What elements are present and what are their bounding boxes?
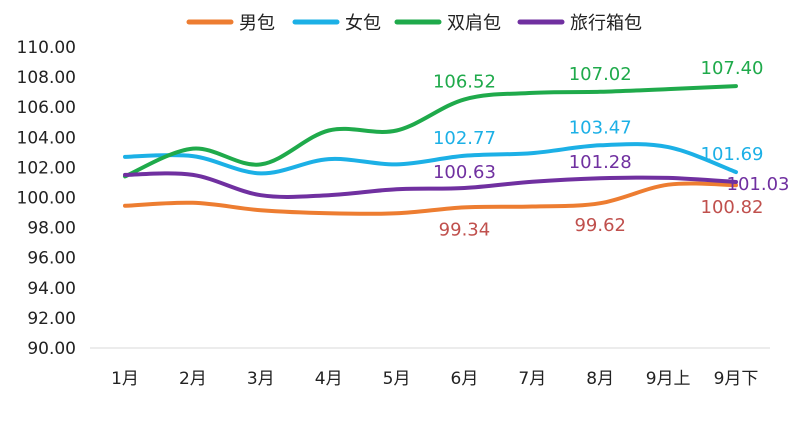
y-tick-label: 92.00 xyxy=(27,309,76,329)
data-labels: 99.34 99.62 100.82 102.77 103.47 101.69 106.52… xyxy=(433,58,790,240)
data-label: 100.63 xyxy=(433,162,496,183)
data-label: 100.82 xyxy=(701,197,764,218)
x-tick-label: 1月 xyxy=(111,369,139,389)
y-axis: 110.00 108.00 106.00 104.00 102.00 100.00 98.0… xyxy=(17,38,76,359)
data-label: 101.69 xyxy=(701,144,764,165)
data-label: 106.52 xyxy=(433,71,496,92)
series-line-3 xyxy=(123,171,738,199)
legend-label: 双肩包 xyxy=(447,13,501,34)
data-label: 107.02 xyxy=(569,64,632,85)
y-tick-label: 100.00 xyxy=(17,189,76,209)
data-label: 99.62 xyxy=(574,215,626,236)
x-tick-label: 8月 xyxy=(586,369,614,389)
x-axis: 1月 2月 3月 4月 5月 6月 7月 8月 9月上 9月下 xyxy=(111,369,758,389)
series-line-2 xyxy=(123,84,738,179)
data-label: 103.47 xyxy=(569,117,632,138)
x-tick-label: 5月 xyxy=(383,369,411,389)
data-label: 101.28 xyxy=(569,152,632,173)
series-line-0 xyxy=(123,181,738,216)
y-tick-label: 104.00 xyxy=(17,128,76,148)
y-tick-label: 94.00 xyxy=(27,279,76,299)
x-tick-label: 7月 xyxy=(518,369,546,389)
legend-label: 女包 xyxy=(345,13,381,34)
series-line-1 xyxy=(123,142,738,176)
x-tick-label: 2月 xyxy=(179,369,207,389)
legend: 男包 女包 双肩包 旅行箱包 xyxy=(186,13,642,34)
x-tick-label: 6月 xyxy=(451,369,479,389)
x-tick-label: 9月上 xyxy=(646,369,691,389)
y-tick-label: 98.00 xyxy=(27,219,76,239)
y-tick-label: 90.00 xyxy=(27,339,76,359)
y-tick-label: 108.00 xyxy=(17,68,76,88)
y-tick-label: 96.00 xyxy=(27,249,76,269)
x-tick-label: 3月 xyxy=(247,369,275,389)
data-label: 102.77 xyxy=(433,128,496,149)
data-label: 107.40 xyxy=(701,58,764,79)
y-tick-label: 106.00 xyxy=(17,98,76,118)
y-tick-label: 102.00 xyxy=(17,158,76,178)
legend-label: 男包 xyxy=(239,13,275,34)
legend-label: 旅行箱包 xyxy=(570,13,642,34)
series-lines xyxy=(123,84,738,216)
y-tick-label: 110.00 xyxy=(17,38,76,58)
x-tick-label: 9月下 xyxy=(714,369,759,389)
data-label: 99.34 xyxy=(439,219,491,240)
x-tick-label: 4月 xyxy=(315,369,343,389)
data-label: 101.03 xyxy=(727,174,790,195)
